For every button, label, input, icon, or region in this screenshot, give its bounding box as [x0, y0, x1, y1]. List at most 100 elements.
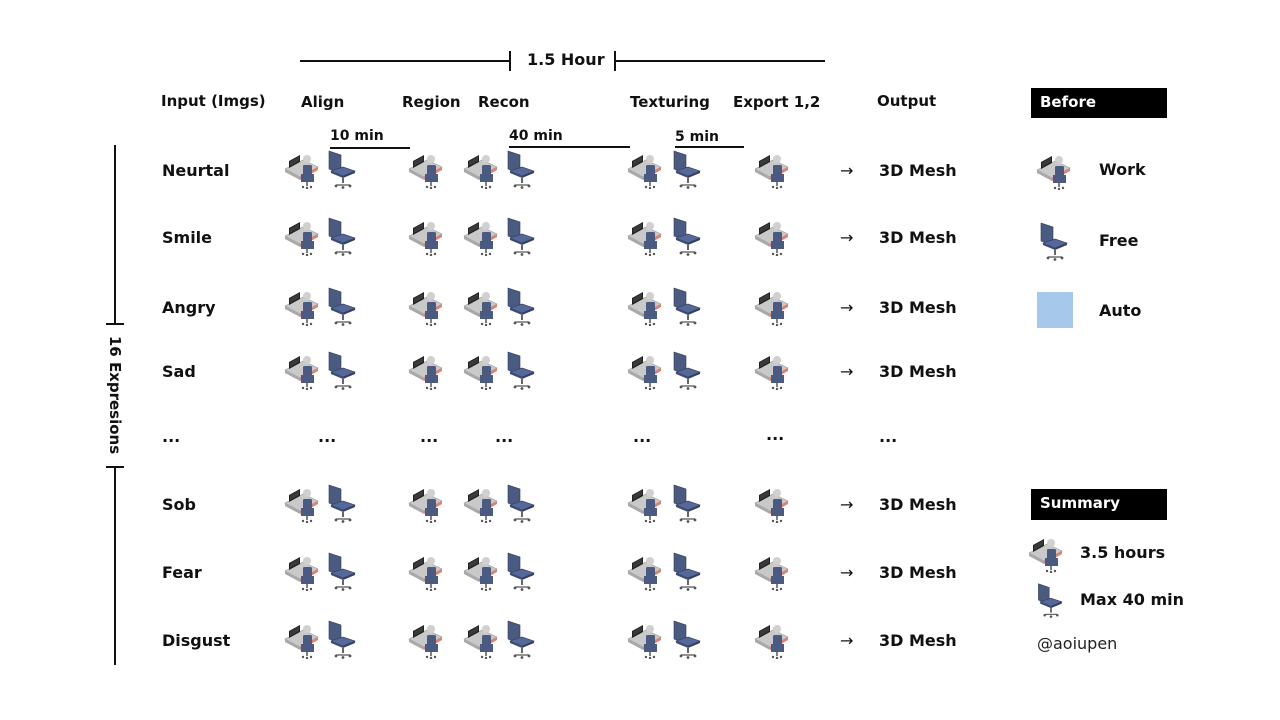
recon-work-icon [462, 350, 502, 390]
texturing-work-icon [626, 149, 666, 189]
header-region: Region [402, 93, 461, 111]
recon-work-icon [462, 149, 502, 189]
align-free-icon [323, 350, 363, 390]
texturing-free-icon [668, 483, 708, 523]
arrow-icon: → [840, 298, 854, 317]
arrow-icon: → [840, 228, 854, 247]
arrow-icon: → [840, 631, 854, 650]
texturing-free-icon [668, 286, 708, 326]
texturing-free-icon [668, 216, 708, 256]
row-label: Sad [162, 362, 196, 381]
header-texturing: Texturing [630, 93, 710, 111]
texturing-free-icon [668, 551, 708, 591]
duration-texturing: 5 min [675, 129, 719, 145]
align-work-icon [283, 149, 323, 189]
summary-work-icon [1027, 533, 1067, 573]
recon-free-icon [502, 551, 542, 591]
arrow-icon: → [840, 161, 854, 180]
recon-free-icon [502, 483, 542, 523]
export-work-icon [753, 551, 793, 591]
texturing-work-icon [626, 483, 666, 523]
export-work-icon [753, 350, 793, 390]
ellipsis-input: ... [162, 427, 181, 446]
bracket-top-line [114, 145, 116, 325]
export-work-icon [753, 149, 793, 189]
align-free-icon [323, 619, 363, 659]
header-align: Align [301, 93, 345, 111]
recon-free-icon [502, 286, 542, 326]
duration-align: 10 min [330, 128, 384, 144]
recon-work-icon [462, 286, 502, 326]
ellipsis-align: ... [318, 427, 337, 446]
recon-free-icon [502, 216, 542, 256]
region-work-icon [407, 619, 447, 659]
texturing-free-icon [668, 350, 708, 390]
align-free-icon [323, 483, 363, 523]
summary-free-icon [1033, 582, 1069, 618]
row-output: 3D Mesh [879, 563, 957, 582]
align-free-icon [323, 551, 363, 591]
timeline-label: 1.5 Hour [527, 50, 605, 69]
row-output: 3D Mesh [879, 495, 957, 514]
recon-free-icon [502, 619, 542, 659]
align-work-icon [283, 286, 323, 326]
align-work-icon [283, 619, 323, 659]
ellipsis-output: ... [879, 427, 898, 446]
export-work-icon [753, 619, 793, 659]
texturing-work-icon [626, 216, 666, 256]
region-work-icon [407, 350, 447, 390]
ellipsis-region: ... [420, 427, 439, 446]
recon-work-icon [462, 551, 502, 591]
row-label: Smile [162, 228, 213, 247]
export-work-icon [753, 286, 793, 326]
arrow-icon: → [840, 495, 854, 514]
row-output: 3D Mesh [879, 298, 957, 317]
bracket-top-tick [106, 323, 124, 325]
side-label: 16 Expresions [106, 335, 124, 455]
legend-work-icon [1035, 150, 1075, 190]
header-recon: Recon [478, 93, 530, 111]
legend-work-label: Work [1099, 160, 1146, 179]
row-output: 3D Mesh [879, 631, 957, 650]
row-label: Sob [162, 495, 196, 514]
arrow-icon: → [840, 563, 854, 582]
legend-title: Before [1031, 88, 1167, 118]
header-export: Export 1,2 [733, 93, 821, 111]
export-work-icon [753, 216, 793, 256]
align-free-icon [323, 286, 363, 326]
texturing-work-icon [626, 350, 666, 390]
recon-work-icon [462, 619, 502, 659]
header-output: Output [877, 92, 937, 110]
timeline-tick-left [509, 51, 511, 71]
export-work-icon [753, 483, 793, 523]
row-label: Angry [162, 298, 216, 317]
recon-work-icon [462, 216, 502, 256]
recon-free-icon [502, 149, 542, 189]
duration-recon: 40 min [509, 128, 563, 144]
ellipsis-recon: ... [495, 427, 514, 446]
recon-free-icon [502, 350, 542, 390]
texturing-free-icon [668, 619, 708, 659]
align-free-icon [323, 216, 363, 256]
region-work-icon [407, 286, 447, 326]
region-work-icon [407, 483, 447, 523]
legend-free-icon [1035, 221, 1075, 261]
align-work-icon [283, 350, 323, 390]
duration-texturing-line [675, 146, 744, 148]
row-output: 3D Mesh [879, 161, 957, 180]
region-work-icon [407, 216, 447, 256]
region-work-icon [407, 149, 447, 189]
texturing-work-icon [626, 286, 666, 326]
ellipsis-texturing: ... [633, 427, 652, 446]
legend-auto-label: Auto [1099, 301, 1142, 320]
arrow-icon: → [840, 362, 854, 381]
legend-free-label: Free [1099, 231, 1139, 250]
header-input: Input (Imgs) [161, 92, 266, 110]
timeline-line-right [615, 60, 825, 62]
texturing-free-icon [668, 149, 708, 189]
bracket-bottom-line [114, 467, 116, 665]
texturing-work-icon [626, 619, 666, 659]
align-work-icon [283, 551, 323, 591]
align-work-icon [283, 216, 323, 256]
summary-handle: @aoiupen [1037, 634, 1118, 653]
